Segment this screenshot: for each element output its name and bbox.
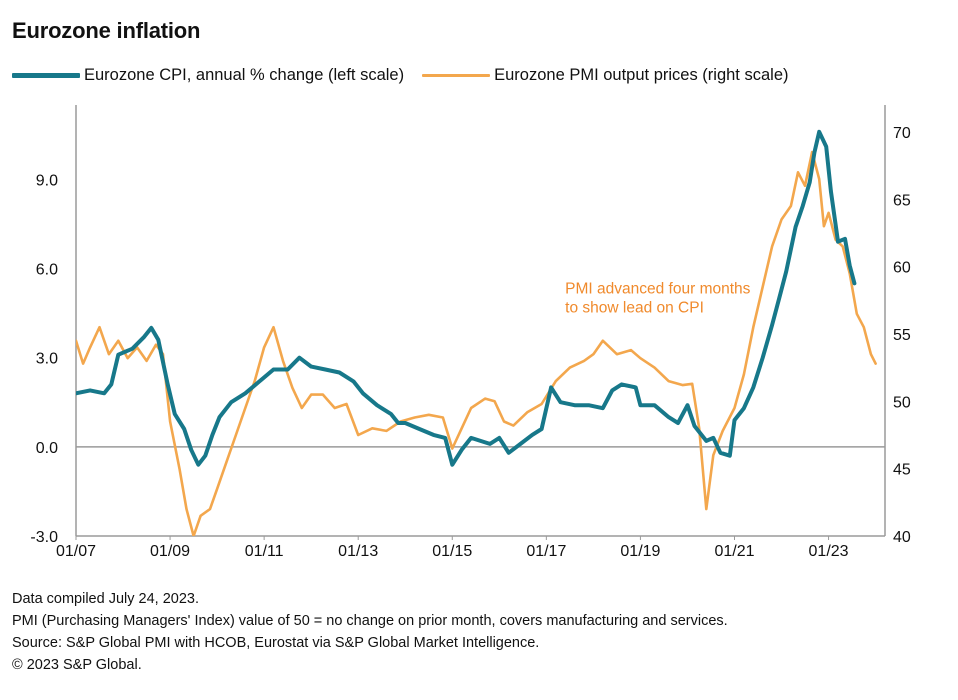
right-tick-label: 65: [893, 192, 911, 209]
x-tick-label: 01/11: [245, 543, 284, 560]
right-tick-label: 55: [893, 327, 911, 344]
footer-copyright: © 2023 S&P Global.: [12, 657, 142, 673]
left-tick-label: -3.0: [30, 529, 58, 546]
annotation-text: PMI advanced four months: [565, 281, 750, 298]
annotation-text: to show lead on CPI: [565, 300, 704, 317]
x-tick-label: 01/07: [56, 543, 96, 560]
legend-label-pmi: Eurozone PMI output prices (right scale): [494, 65, 789, 84]
right-tick-label: 70: [893, 125, 911, 142]
left-tick-label: 3.0: [36, 351, 58, 368]
chart-footer: Data compiled July 24, 2023. PMI (Purcha…: [12, 588, 728, 676]
right-tick-label: 45: [893, 462, 911, 479]
legend-item-cpi: Eurozone CPI, annual % change (left scal…: [12, 66, 404, 85]
legend: Eurozone CPI, annual % change (left scal…: [12, 62, 807, 88]
legend-item-pmi: Eurozone PMI output prices (right scale): [422, 65, 789, 85]
x-tick-label: 01/19: [620, 543, 660, 560]
legend-swatch-cpi: [12, 72, 80, 78]
legend-swatch-pmi: [422, 73, 491, 77]
pmi-series-line: [76, 150, 877, 536]
cpi-series-line: [76, 129, 857, 467]
footer-pmi-note: PMI (Purchasing Managers' Index) value o…: [12, 613, 728, 629]
x-tick-label: 01/23: [809, 543, 849, 560]
line-chart: -3.0 0.0 3.0 6.0 9.0 40 45 50 55 60 65 70 01/07 01/09…: [30, 105, 911, 560]
chart-title: Eurozone inflation: [12, 18, 201, 43]
legend-label-cpi: Eurozone CPI, annual % change (left scal…: [84, 65, 405, 84]
right-tick-label: 50: [893, 394, 911, 411]
footer-compiled-date: Data compiled July 24, 2023.: [12, 591, 199, 607]
left-tick-label: 9.0: [36, 172, 58, 189]
left-tick-label: 0.0: [36, 440, 58, 457]
footer-source: Source: S&P Global PMI with HCOB, Eurost…: [12, 635, 540, 651]
x-tick-label: 01/15: [432, 543, 472, 560]
right-tick-label: 40: [893, 529, 911, 546]
x-tick-label: 01/21: [714, 543, 754, 560]
right-tick-label: 60: [893, 260, 911, 277]
x-tick-label: 01/09: [150, 543, 190, 560]
x-tick-label: 01/13: [338, 543, 378, 560]
x-tick-label: 01/17: [526, 543, 566, 560]
left-tick-label: 6.0: [36, 261, 58, 278]
